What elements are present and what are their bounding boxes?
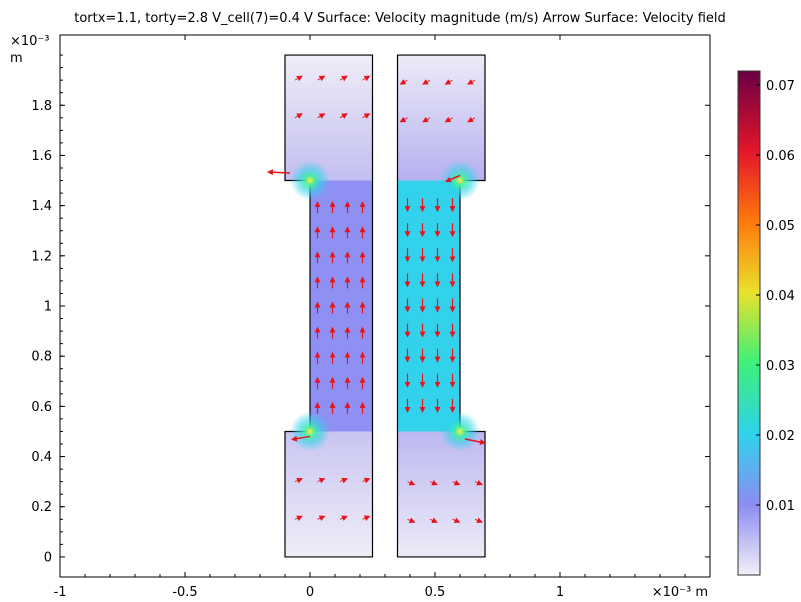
x-tick-label: 1 [556, 585, 564, 600]
velocity-arrow [362, 75, 371, 82]
y-tick-label: 1.8 [31, 99, 52, 114]
velocity-arrow [399, 79, 408, 85]
velocity-arrow [339, 477, 348, 484]
velocity-arrow [467, 116, 476, 123]
y-tick-label: 1.6 [31, 149, 52, 164]
velocity-arrow [317, 113, 326, 119]
velocity-arrow [291, 435, 311, 442]
y-tick-label: 0.2 [31, 500, 52, 515]
velocity-arrow [362, 113, 371, 119]
velocity-arrow [444, 116, 453, 123]
left-bottom-block [285, 431, 373, 557]
x-tick-label: -0.5 [172, 585, 197, 600]
corner-hotspot [440, 160, 480, 201]
velocity-arrow [429, 479, 438, 486]
chart-title: tortx=1.1, torty=2.8 V_cell(7)=0.4 V Sur… [74, 11, 726, 26]
velocity-arrow [362, 515, 371, 522]
right-channel [397, 180, 460, 432]
y-tick-label: 1.4 [31, 199, 52, 214]
velocity-arrow [422, 79, 431, 85]
x-tick-label: 0 [306, 585, 314, 600]
y-tick-label: 1 [44, 300, 52, 315]
x-axis-unit: ×10⁻³ m [652, 585, 708, 600]
colorbar-tick-label: 0.06 [766, 149, 795, 164]
velocity-arrow [464, 438, 486, 445]
colorbar-tick-label: 0.04 [766, 289, 795, 304]
velocity-arrow [294, 75, 303, 82]
velocity-arrow [339, 75, 348, 82]
velocity-arrow [317, 515, 326, 522]
velocity-arrow [339, 113, 348, 119]
corner-hotspot [290, 411, 330, 452]
colorbar-tick-label: 0.03 [766, 359, 795, 374]
colorbar-tick-label: 0.02 [766, 429, 795, 444]
y-tick-label: 0.4 [31, 450, 52, 465]
corner-hotspot [440, 411, 480, 452]
y-tick-label: 1.2 [31, 249, 52, 264]
velocity-arrow [339, 515, 348, 522]
velocity-arrow [399, 116, 408, 123]
corner-hotspot [290, 160, 330, 201]
velocity-arrow [407, 517, 416, 524]
velocity-arrow [267, 169, 291, 176]
axes-frame [59, 34, 711, 578]
y-tick-label: 0.6 [31, 400, 52, 415]
velocity-arrow [422, 116, 431, 123]
velocity-arrow [429, 517, 438, 524]
velocity-arrow [452, 479, 461, 486]
plot-area [59, 34, 711, 578]
colorbar-tick-label: 0.07 [766, 79, 795, 94]
velocity-arrow [474, 479, 483, 486]
velocity-arrow [294, 113, 303, 119]
velocity-arrow [444, 79, 453, 85]
right-bottom-block [397, 431, 485, 557]
velocity-arrows [267, 75, 486, 524]
velocity-arrow [317, 75, 326, 82]
y-tick-label: 0 [44, 550, 52, 565]
velocity-arrow [317, 477, 326, 484]
y-axis-unit: m [10, 51, 23, 66]
x-axis: -1 -0.5 0 0.5 1 ×10⁻³ m [54, 35, 708, 600]
y-axis-exponent: ×10⁻³ [10, 34, 50, 49]
right-top-block [397, 55, 485, 181]
velocity-arrow [294, 515, 303, 522]
y-axis: 0 0.2 0.4 0.6 0.8 1 1.2 1.4 1.6 1.8 ×10⁻³ m [10, 34, 710, 565]
x-tick-label: -1 [54, 585, 67, 600]
velocity-arrow [294, 477, 303, 484]
y-tick-label: 0.8 [31, 350, 52, 365]
velocity-arrow [474, 517, 483, 524]
left-top-block [285, 55, 373, 181]
velocity-arrow [362, 477, 371, 484]
colorbar-tick-label: 0.05 [766, 219, 795, 234]
colorbar-tick-label: 0.01 [766, 499, 795, 514]
velocity-arrow [452, 517, 461, 524]
velocity-arrow [445, 174, 461, 183]
colorbar-gradient [737, 70, 761, 576]
left-channel [310, 180, 373, 432]
velocity-arrow [467, 79, 476, 85]
x-tick-label: 0.5 [425, 585, 446, 600]
colorbar: 0.01 0.02 0.03 0.04 0.05 0.06 0.07 [737, 70, 795, 576]
velocity-arrow [407, 479, 416, 486]
